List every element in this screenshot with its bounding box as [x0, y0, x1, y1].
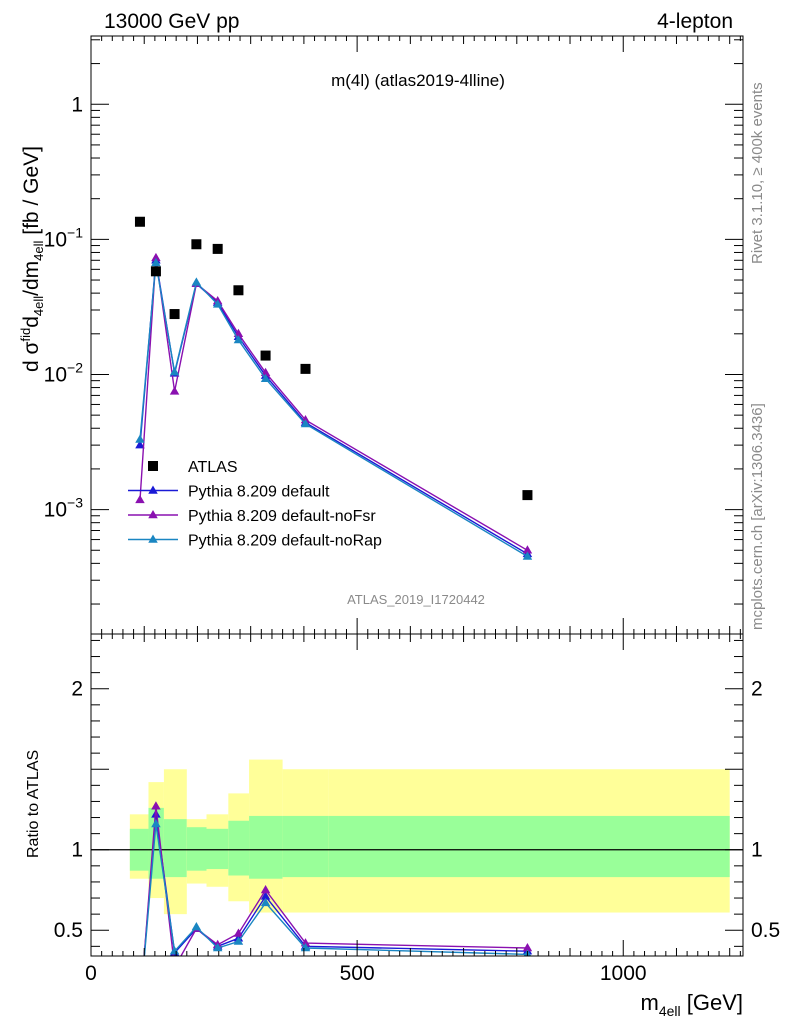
- legend-marker-atlas: [148, 461, 158, 471]
- mc-point-noRap: [169, 367, 180, 376]
- ratio-point-noRap: [169, 946, 180, 955]
- uncertainty-band-inner: [163, 819, 187, 878]
- data-point: [169, 309, 180, 320]
- ratio-y-tick-label-right: 1: [751, 839, 763, 862]
- x-axis-label: m4ell [GeV]: [641, 990, 743, 1019]
- data-point: [134, 216, 145, 227]
- uncertainty-band-inner: [249, 815, 283, 879]
- mc-point-noFsr: [169, 386, 180, 395]
- legend-marker-default: [148, 485, 158, 494]
- ratio-point-noFsr: [522, 942, 533, 952]
- ratio-point-default: [260, 891, 271, 900]
- mc-point-noRap: [300, 418, 311, 428]
- ratio-point-noRap: [300, 942, 311, 952]
- ratio-point-noRap: [212, 942, 223, 952]
- ratio-ylabel: Ratio to ATLAS: [25, 750, 42, 858]
- mc-point-noRap: [135, 434, 145, 443]
- ratio-point-noFsr: [151, 801, 161, 810]
- mc-point-noRap: [151, 257, 161, 267]
- x-tick-label: 0: [85, 962, 97, 985]
- legend-label-atlas: ATLAS: [188, 459, 238, 476]
- ratio-y-tick-label: 2: [71, 678, 83, 701]
- legend-label-noFsr: Pythia 8.209 default-noFsr: [188, 508, 376, 525]
- ratio-point-noRap: [233, 936, 244, 945]
- mc-point-noRap: [233, 334, 244, 344]
- ratio-y-tick-label-right: 2: [751, 678, 763, 701]
- rivet-label: Rivet 3.1.10, ≥ 400k events: [749, 82, 766, 264]
- uncertainty-band-inner: [228, 820, 250, 876]
- legend: ATLAS Pythia 8.209 default Pythia 8.209 de…: [128, 459, 382, 550]
- mc-point-noFsr: [260, 367, 271, 376]
- mc-point-noRap: [212, 299, 223, 308]
- legend-label-noRap: Pythia 8.209 default-noRap: [188, 533, 382, 550]
- data-point: [233, 285, 244, 296]
- x-tick-label: 1000: [600, 962, 647, 985]
- mc-point-noRap: [260, 373, 271, 382]
- mc-point-noRap: [522, 551, 533, 560]
- data-point: [212, 243, 223, 254]
- mc-point-default: [135, 440, 145, 449]
- ratio-panel: 0.5 0.5 1 1 2 2 0 500 1000 Ratio to ATLAS m4ell …: [25, 633, 780, 1019]
- data-point: [260, 350, 271, 361]
- mc-point-noFsr: [135, 494, 145, 504]
- ratio-point-noRap: [151, 818, 161, 828]
- ratio-point-noRap: [191, 922, 202, 931]
- ratio-point-noRap: [260, 897, 271, 907]
- mc-line-noFsr: [139, 257, 528, 551]
- data-point: [300, 363, 311, 374]
- main-title: m(4l) (atlas2019-4lline): [331, 71, 505, 90]
- mcplots-label: mcplots.cern.ch [arXiv:1306.3436]: [749, 403, 766, 630]
- ratio-y-tick-label-right: 0.5: [751, 919, 780, 942]
- y-tick-label: 1: [71, 93, 83, 116]
- ratio-frame: [90, 633, 744, 957]
- y-tick-label: 10−1: [44, 224, 84, 251]
- mc-point-noFsr: [151, 252, 161, 262]
- energy-label: 13000 GeV pp: [104, 10, 239, 33]
- uncertainty-band-inner: [282, 815, 329, 878]
- x-tick-label: 500: [340, 962, 375, 985]
- mc-point-noFsr: [522, 545, 533, 554]
- main-panel: 1 10−1 10−2 10−3 m(4l) (atlas2019-4lline) A…: [18, 35, 744, 635]
- y-tick-label: 10−2: [44, 359, 84, 386]
- uncertainty-band-inner: [328, 815, 730, 878]
- legend-marker-noFsr: [148, 510, 158, 519]
- uncertainty-band-inner: [206, 828, 229, 870]
- ratio-point-noFsr: [233, 928, 244, 937]
- data-point: [522, 490, 533, 501]
- ratio-y-tick-label: 1: [71, 839, 83, 862]
- process-label: 4-lepton: [657, 10, 733, 33]
- data-point: [150, 266, 161, 277]
- ratio-y-tick-label: 0.5: [54, 919, 83, 942]
- y-tick-label: 10−3: [44, 495, 84, 522]
- analysis-id: ATLAS_2019_I1720442: [347, 592, 485, 607]
- mc-point-noRap: [191, 277, 202, 286]
- data-point: [191, 239, 202, 250]
- ratio-point-noFsr: [260, 884, 271, 894]
- uncertainty-band-inner: [186, 827, 207, 871]
- legend-marker-noRap: [148, 534, 158, 543]
- legend-label-default: Pythia 8.209 default: [188, 484, 330, 501]
- main-ylabel: d σfidd4ell/dm4ell [fb / GeV]: [18, 146, 46, 372]
